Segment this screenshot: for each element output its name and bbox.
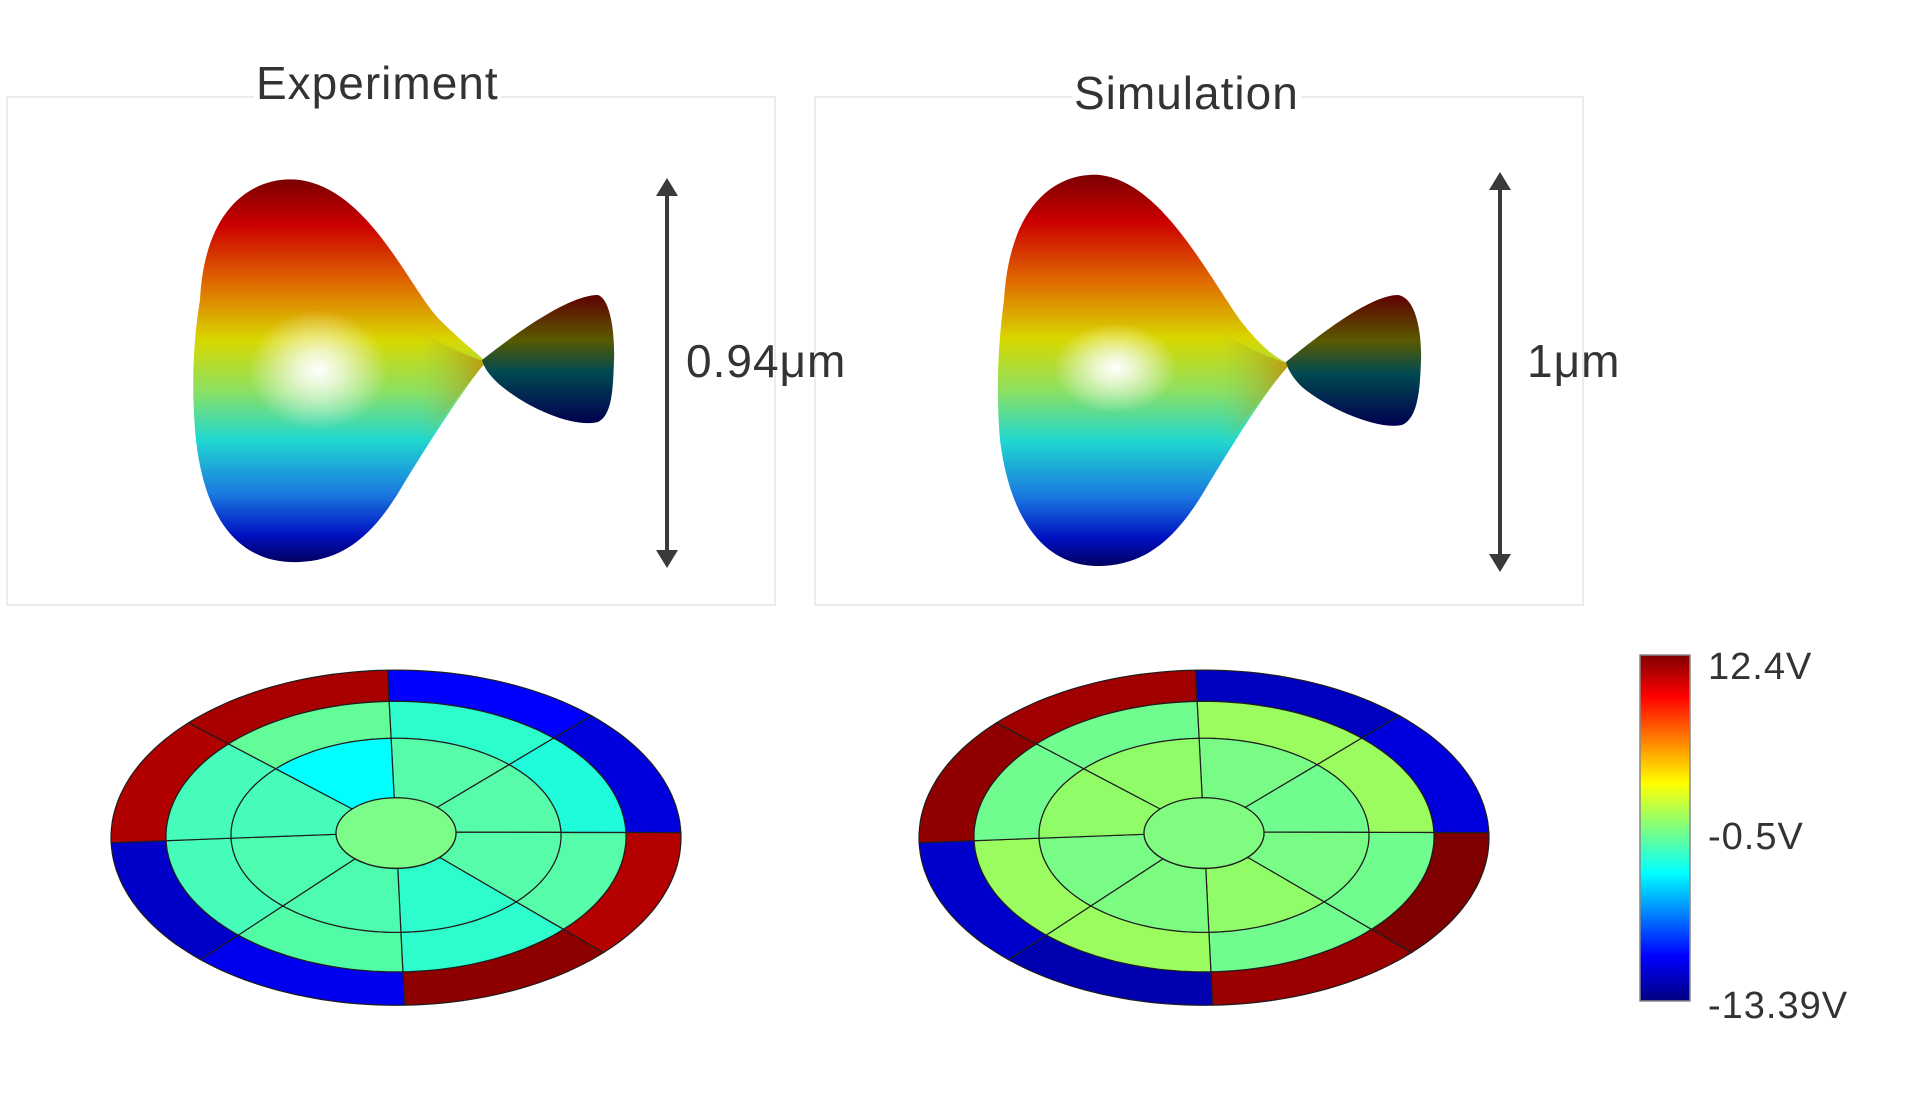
simulation-height-label: 1μm: [1527, 335, 1621, 387]
colorbar-max-label: 12.4V: [1708, 646, 1813, 688]
experiment-title: Experiment: [254, 57, 501, 109]
simulation-height-arrow-icon: [1489, 172, 1511, 572]
simulation-electrode-voltage-map: [918, 669, 1490, 1006]
simulation-title: Simulation: [1072, 67, 1301, 119]
voltage-colorbar: [1639, 654, 1691, 1002]
experiment-height-arrow-icon: [656, 178, 678, 568]
colorbar-min-label: -13.39V: [1708, 985, 1849, 1027]
experiment-electrode-voltage-map: [110, 669, 682, 1006]
center-electrode: [1143, 797, 1265, 869]
experiment-height-label: 0.94μm: [686, 335, 847, 387]
center-electrode: [335, 797, 457, 869]
colorbar-mid-label: -0.5V: [1708, 816, 1804, 858]
